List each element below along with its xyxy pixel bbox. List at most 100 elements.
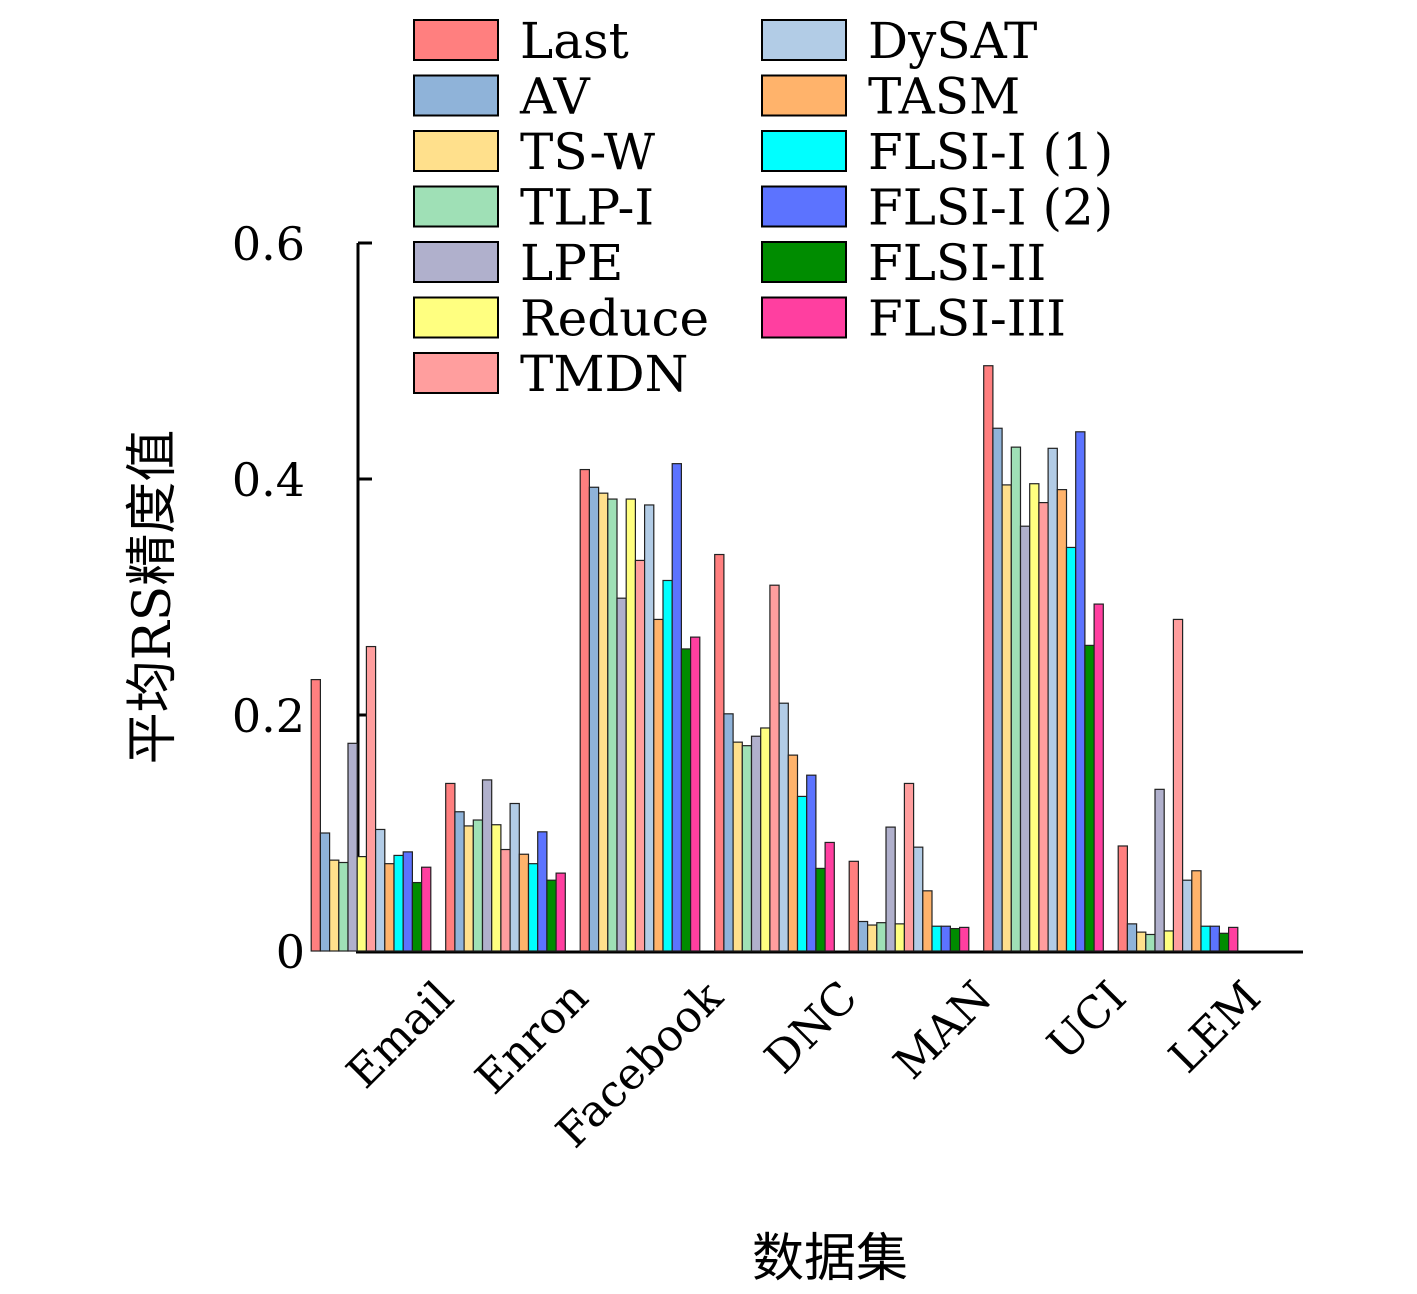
bar bbox=[1038, 502, 1049, 952]
bar bbox=[931, 925, 942, 952]
bar bbox=[1145, 933, 1156, 952]
bar bbox=[546, 879, 557, 952]
bar bbox=[500, 848, 511, 952]
bar bbox=[445, 782, 456, 952]
legend-label: TMDN bbox=[520, 345, 688, 403]
legend-label: TASM bbox=[868, 68, 1020, 126]
bar bbox=[857, 920, 869, 952]
bar bbox=[384, 863, 395, 952]
bar bbox=[848, 860, 860, 952]
bar bbox=[787, 754, 799, 952]
bar bbox=[1191, 870, 1202, 952]
bar bbox=[940, 925, 952, 952]
y-ticks: 0 0.2 0.4 0.6 bbox=[232, 217, 372, 979]
bar bbox=[714, 553, 725, 952]
bar bbox=[527, 863, 539, 952]
bar bbox=[1093, 603, 1104, 952]
legend-swatch bbox=[761, 19, 847, 61]
bar bbox=[588, 486, 600, 952]
bar bbox=[616, 597, 627, 952]
x-axis-title: 数据集 bbox=[752, 1229, 908, 1289]
legend-label: TLP-I bbox=[520, 179, 654, 237]
legend-swatch bbox=[413, 19, 499, 61]
bar bbox=[983, 365, 994, 952]
bar bbox=[1126, 923, 1138, 952]
legend-label: AV bbox=[519, 68, 591, 126]
bar bbox=[338, 861, 349, 952]
bar bbox=[421, 866, 432, 952]
bar bbox=[723, 713, 734, 952]
bar bbox=[509, 802, 520, 952]
category-label: MAN bbox=[884, 972, 1002, 1090]
bar bbox=[1075, 431, 1086, 952]
bar bbox=[958, 926, 970, 952]
bar bbox=[778, 702, 789, 952]
bar bbox=[885, 826, 896, 952]
legend-swatch bbox=[413, 130, 499, 172]
bar bbox=[1001, 484, 1012, 952]
bar bbox=[653, 618, 664, 952]
bars bbox=[310, 365, 1239, 952]
bar bbox=[643, 504, 655, 952]
bar bbox=[949, 927, 961, 952]
bar bbox=[555, 872, 566, 952]
bar bbox=[1163, 930, 1174, 952]
legend: LastAVTS-WTLP-ILPEReduceTMDNDySATTASMFLS… bbox=[413, 12, 1113, 403]
legend-swatch bbox=[413, 74, 499, 117]
legend-swatch bbox=[761, 130, 847, 172]
bar bbox=[671, 463, 683, 952]
bar bbox=[750, 735, 762, 952]
bar bbox=[1084, 644, 1095, 952]
bar bbox=[876, 922, 887, 952]
bar bbox=[347, 742, 358, 952]
bar bbox=[1218, 932, 1230, 952]
legend-label: FLSI-I (1) bbox=[868, 123, 1113, 181]
category-label: UCI bbox=[1038, 972, 1136, 1070]
bar bbox=[894, 923, 906, 952]
bar bbox=[463, 825, 474, 952]
bar bbox=[518, 853, 530, 952]
bar bbox=[365, 645, 377, 952]
bar bbox=[806, 774, 817, 952]
bar bbox=[393, 854, 404, 952]
bar bbox=[992, 427, 1003, 952]
bar bbox=[824, 841, 835, 952]
bar bbox=[796, 795, 808, 952]
legend-label: Last bbox=[520, 12, 629, 70]
bar bbox=[625, 498, 637, 952]
bar bbox=[1227, 926, 1239, 952]
bar bbox=[329, 859, 340, 952]
bar bbox=[1117, 845, 1128, 952]
bar bbox=[689, 636, 701, 952]
bar bbox=[912, 846, 924, 952]
bar bbox=[769, 584, 780, 952]
bar bbox=[866, 924, 878, 952]
bar bbox=[375, 828, 386, 952]
legend-swatch bbox=[761, 185, 847, 228]
bar bbox=[1010, 446, 1022, 952]
bar bbox=[402, 851, 414, 952]
bar bbox=[634, 559, 646, 952]
legend-label: FLSI-II bbox=[868, 234, 1046, 292]
bar bbox=[1029, 483, 1040, 952]
bar bbox=[607, 498, 618, 952]
bar bbox=[1209, 925, 1220, 952]
axes bbox=[356, 243, 1303, 954]
bar bbox=[472, 819, 484, 952]
category-label: Email bbox=[337, 972, 464, 1099]
legend-label: FLSI-I (2) bbox=[868, 179, 1113, 237]
bar bbox=[1172, 618, 1184, 952]
bar bbox=[537, 831, 548, 952]
bar bbox=[1135, 931, 1147, 952]
bar bbox=[760, 727, 771, 952]
bar bbox=[815, 867, 826, 952]
legend-label: Reduce bbox=[520, 290, 709, 348]
bar bbox=[356, 855, 368, 952]
bar bbox=[1019, 525, 1031, 952]
bar bbox=[732, 741, 743, 952]
bar bbox=[680, 648, 692, 952]
bar bbox=[1181, 879, 1193, 952]
legend-swatch bbox=[413, 352, 499, 394]
